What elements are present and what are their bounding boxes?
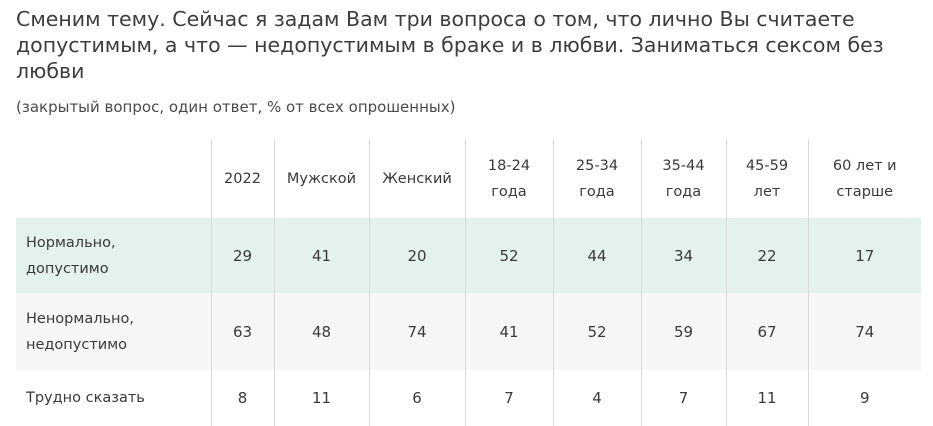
column-header: Мужской bbox=[273, 139, 369, 218]
table-header-row: 2022 Мужской Женский 18-24 года 25-34 года… bbox=[16, 139, 921, 218]
table-cell: 63 bbox=[210, 293, 274, 370]
table-row: Трудно сказать 8 11 6 7 4 7 11 9 bbox=[16, 370, 921, 426]
column-header-line1: Женский bbox=[382, 170, 452, 187]
table-cell: 17 bbox=[807, 218, 921, 293]
header-corner bbox=[16, 139, 211, 218]
column-header-line1: 25-34 bbox=[575, 157, 619, 174]
column-header: 18-24 года bbox=[464, 139, 553, 218]
table-cell: 9 bbox=[807, 370, 921, 426]
table-cell: 6 bbox=[368, 370, 465, 426]
column-header-line1: 35-44 bbox=[662, 157, 705, 174]
column-header-line1: Мужской bbox=[286, 170, 357, 187]
column-header-line2: года bbox=[579, 183, 615, 200]
row-label-line1: Ненормально, bbox=[26, 310, 134, 327]
table-cell: 74 bbox=[368, 293, 465, 370]
column-header: 2022 bbox=[210, 139, 274, 218]
row-label-line2: недопустимо bbox=[26, 336, 128, 353]
column-header: 35-44 года bbox=[640, 139, 726, 218]
column-header: 45-59 лет bbox=[725, 139, 808, 218]
column-header-line2: лет bbox=[753, 183, 781, 200]
table-cell: 74 bbox=[807, 293, 921, 370]
column-header: Женский bbox=[368, 139, 465, 218]
table-cell: 7 bbox=[464, 370, 553, 426]
table-cell: 59 bbox=[640, 293, 726, 370]
column-header: 60 лет и старше bbox=[807, 139, 921, 218]
table-cell: 41 bbox=[464, 293, 553, 370]
column-header-line2: года bbox=[491, 183, 527, 200]
table-cell: 8 bbox=[210, 370, 274, 426]
column-header-line1: 2022 bbox=[224, 170, 261, 187]
table-cell: 52 bbox=[552, 293, 641, 370]
table-cell: 67 bbox=[725, 293, 808, 370]
column-header-line2: старше bbox=[836, 183, 894, 200]
row-label-line1: Нормально, bbox=[26, 234, 116, 251]
row-label: Трудно сказать bbox=[16, 370, 211, 426]
table-cell: 48 bbox=[273, 293, 369, 370]
table-cell: 52 bbox=[464, 218, 553, 293]
row-label: Нормально, допустимо bbox=[16, 218, 211, 293]
table-cell: 41 bbox=[273, 218, 369, 293]
column-header: 25-34 года bbox=[552, 139, 641, 218]
row-label: Ненормально, недопустимо bbox=[16, 293, 211, 370]
table-cell: 29 bbox=[210, 218, 274, 293]
column-header-line2: года bbox=[665, 183, 702, 200]
column-header-line1: 60 лет и bbox=[832, 157, 897, 174]
table-cell: 44 bbox=[552, 218, 641, 293]
table-row: Нормально, допустимо 29 41 20 52 44 34 22… bbox=[16, 218, 921, 293]
question-subtitle: (закрытый вопрос, один ответ, % от всех … bbox=[16, 98, 456, 116]
table-cell: 11 bbox=[725, 370, 808, 426]
row-label-line2: допустимо bbox=[26, 260, 109, 277]
results-table: 2022 Мужской Женский 18-24 года 25-34 года… bbox=[16, 139, 921, 426]
table-cell: 34 bbox=[640, 218, 726, 293]
table-cell: 22 bbox=[725, 218, 808, 293]
table-cell: 7 bbox=[640, 370, 726, 426]
table-cell: 4 bbox=[552, 370, 641, 426]
table-cell: 11 bbox=[273, 370, 369, 426]
row-label-line1: Трудно сказать bbox=[26, 390, 145, 406]
table-row: Ненормально, недопустимо 63 48 74 41 52 5… bbox=[16, 293, 921, 370]
table-cell: 20 bbox=[368, 218, 465, 293]
column-header-line1: 45-59 bbox=[745, 157, 789, 174]
question-title: Сменим тему. Сейчас я задам Вам три вопр… bbox=[16, 7, 884, 83]
column-header-line1: 18-24 bbox=[487, 157, 531, 174]
